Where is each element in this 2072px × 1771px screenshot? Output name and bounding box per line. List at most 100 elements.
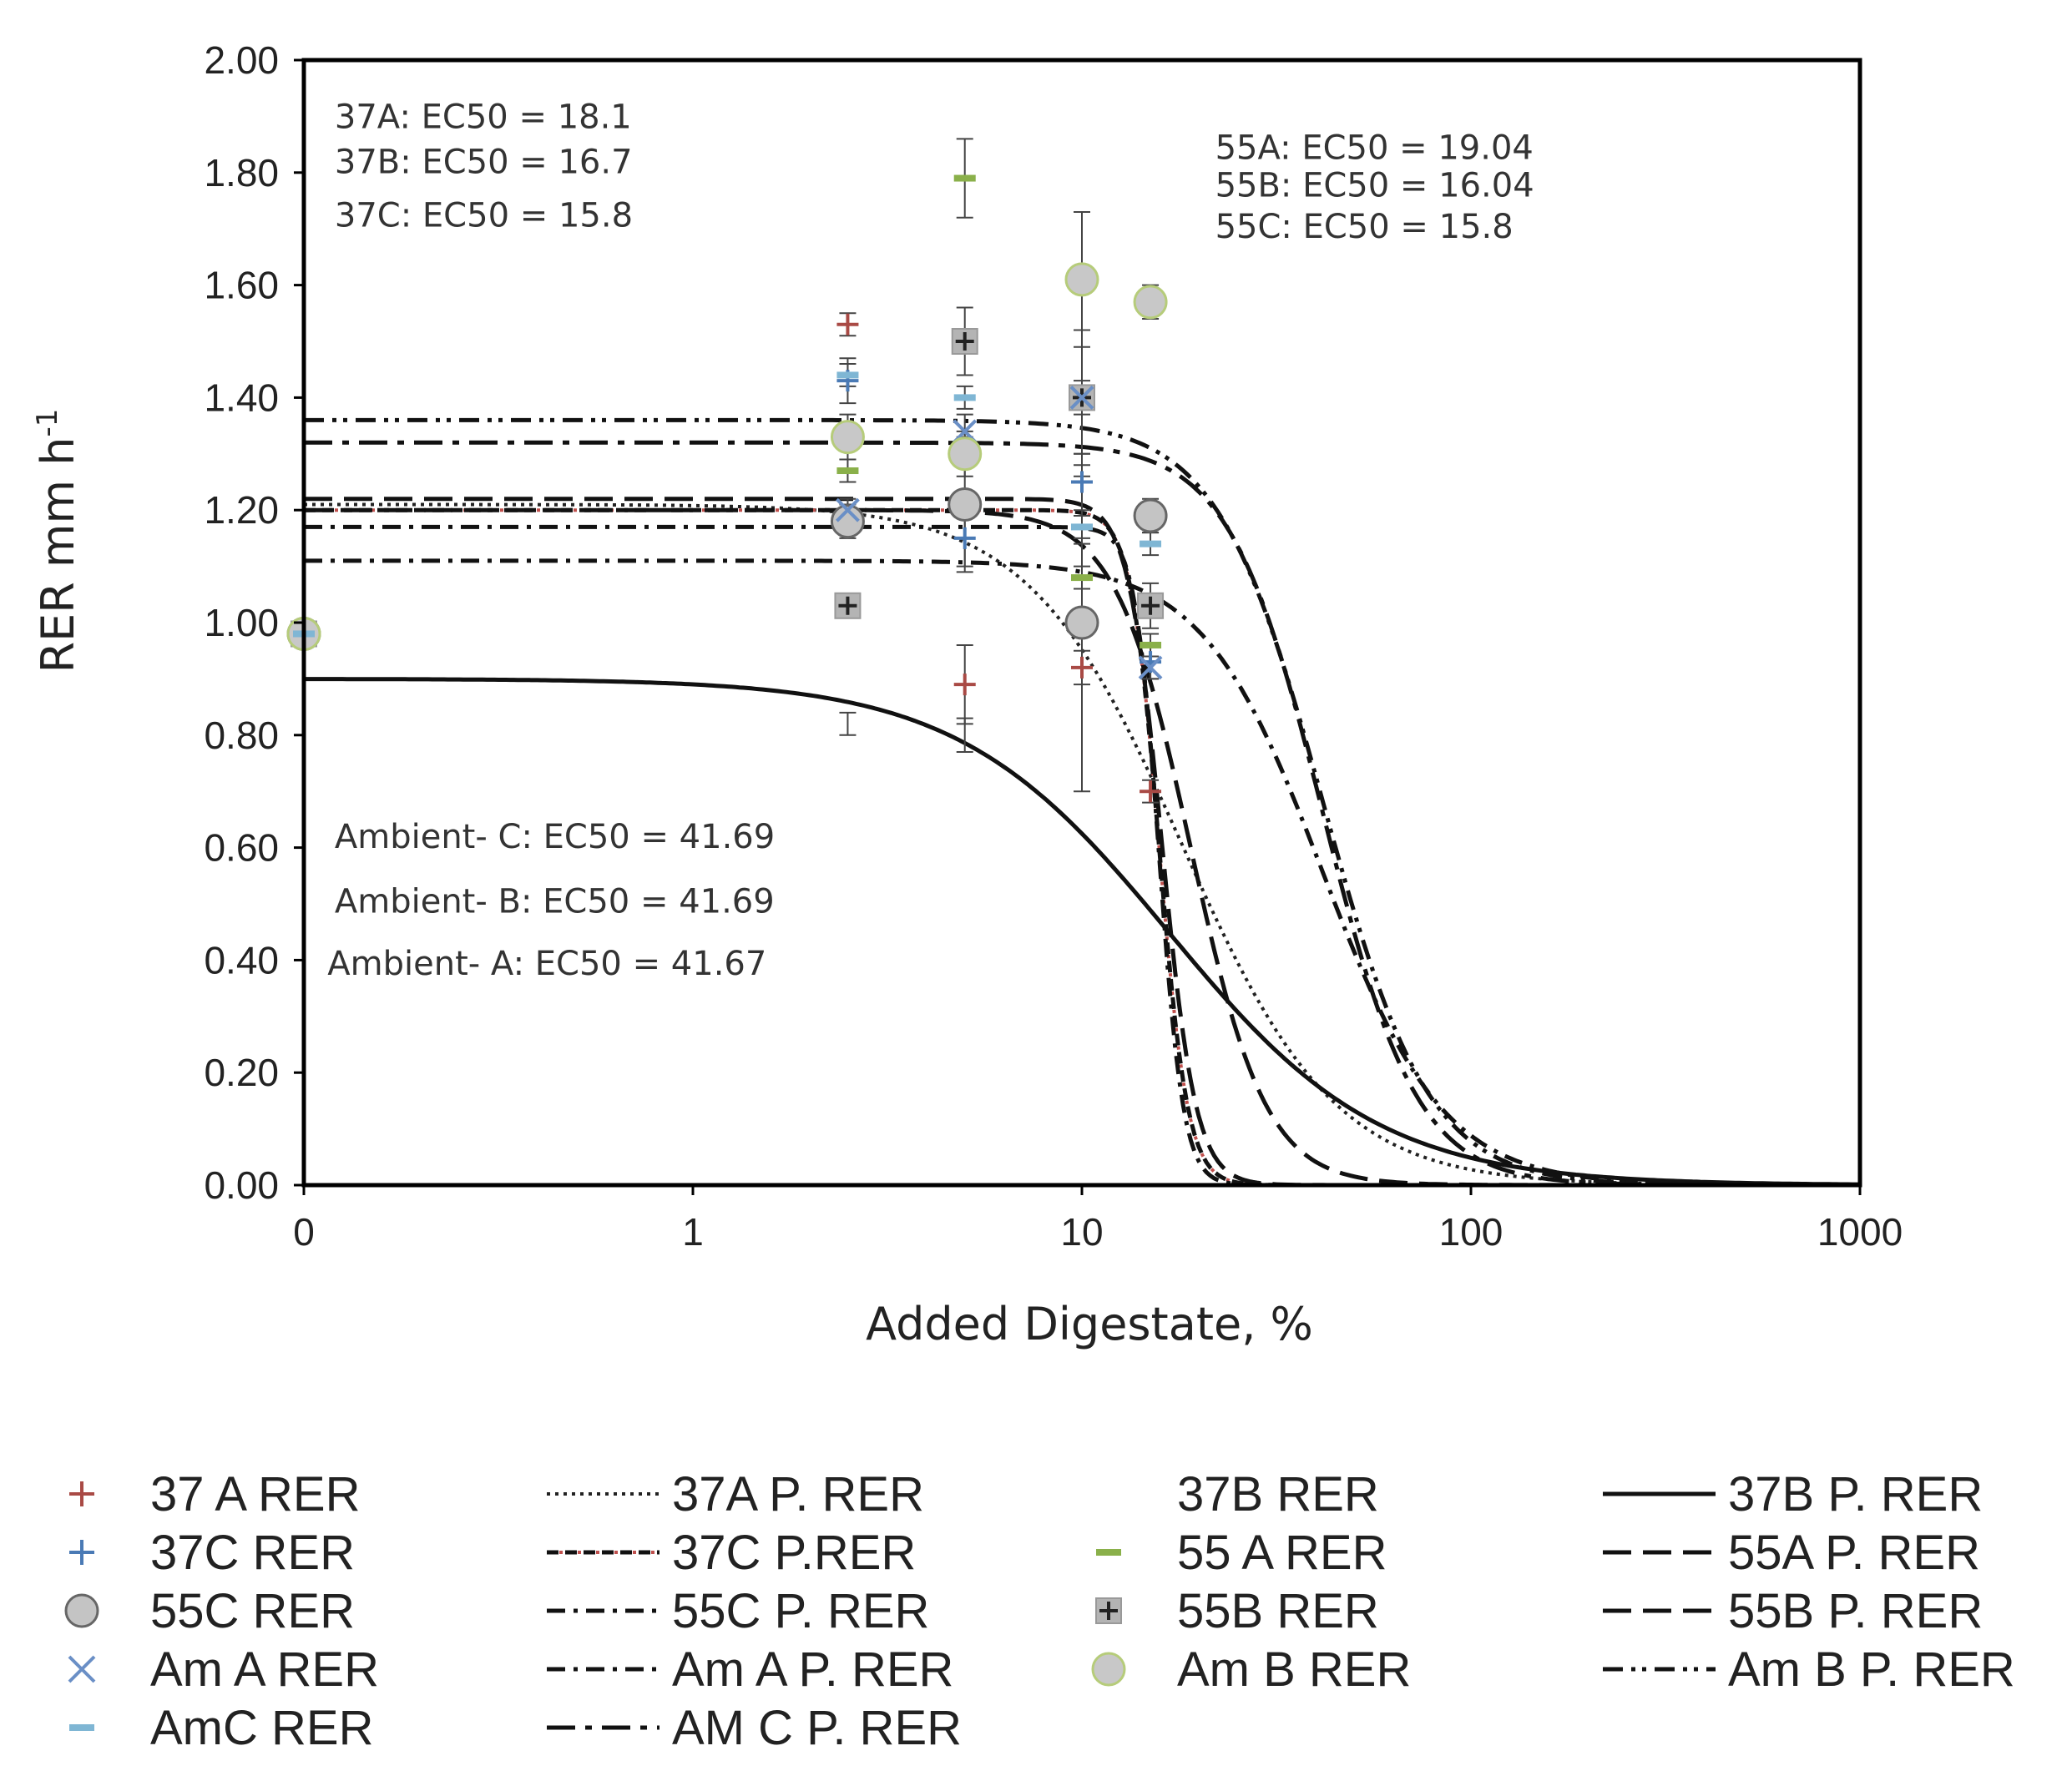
legend-item-55c-rer-label: 55C RER bbox=[150, 1584, 355, 1638]
annotation-3: 55A: EC50 = 19.04 bbox=[1215, 129, 1534, 167]
legend: 37 A RER 37A P. RER 37B RER 37B P. RER 37C R… bbox=[64, 1467, 2015, 1755]
y-tick-label-1-00: 1.00 bbox=[204, 601, 279, 644]
y-tick-label-0-40: 0.40 bbox=[204, 938, 279, 981]
y-tick-label-0-80: 0.80 bbox=[204, 714, 279, 757]
legend-item-55a-p-rer: 55A P. RER bbox=[1603, 1526, 1980, 1580]
y-tick-label-0-60: 0.60 bbox=[204, 826, 279, 870]
error-bar-37b-rer-0 bbox=[839, 711, 857, 736]
legend-item-55c-p-rer-label: 55C P. RER bbox=[672, 1584, 929, 1638]
point-55c-rer-1 bbox=[830, 504, 865, 539]
point-amc-rer-3 bbox=[1071, 523, 1093, 531]
y-axis-title: RER mm h-1 bbox=[31, 409, 84, 674]
legend-item-55-a-rer: 55 A RER bbox=[1096, 1526, 1387, 1580]
y-axis-title-main: RER mm h bbox=[32, 436, 84, 673]
ec50-annotations: 37A: EC50 = 18.1 37B: EC50 = 16.7 37C: EC5… bbox=[327, 98, 1534, 982]
point-55-a-rer-3 bbox=[1071, 574, 1093, 582]
legend-item-55b-rer-symbol bbox=[1095, 1597, 1122, 1624]
point-am-b-rer-1 bbox=[830, 420, 865, 455]
point-37-a-rer-4 bbox=[1140, 780, 1162, 803]
curve-37b-p-rer bbox=[304, 677, 1860, 1187]
point-55c-rer-3 bbox=[1064, 605, 1099, 640]
annotation-5: 55C: EC50 = 15.8 bbox=[1215, 208, 1514, 246]
point-55b-rer-4 bbox=[1137, 592, 1165, 619]
legend-item-am-c-p-rer-label: AM C P. RER bbox=[672, 1701, 962, 1755]
legend-item-37-a-rer: 37 A RER bbox=[69, 1467, 360, 1521]
legend-item-37a-p-rer-label: 37A P. RER bbox=[672, 1467, 924, 1521]
legend-item-55b-rer-symbol-cross bbox=[1099, 1602, 1118, 1620]
y-tick-label-0-00: 0.00 bbox=[204, 1163, 279, 1207]
point-am-b-rer-3 bbox=[1064, 262, 1099, 297]
legend-item-37c-rer-symbol bbox=[69, 1540, 94, 1565]
point-am-a-rer-3 bbox=[1069, 385, 1094, 410]
x-tick-label-0: 0 bbox=[293, 1210, 315, 1254]
legend-item-am-c-p-rer: AM C P. RER bbox=[547, 1701, 962, 1755]
point-amc-rer-1 bbox=[836, 371, 859, 379]
legend-item-55a-p-rer-label: 55A P. RER bbox=[1728, 1526, 1980, 1580]
error-bar-37b-rer-1 bbox=[956, 717, 973, 754]
legend-item-amc-rer: AmC RER bbox=[69, 1701, 373, 1755]
point-55-a-rer-4 bbox=[1140, 641, 1162, 648]
point-amc-rer-2 bbox=[953, 394, 976, 401]
legend-item-37a-p-rer: 37A P. RER bbox=[547, 1467, 924, 1521]
y-axis-title-superscript: -1 bbox=[31, 409, 64, 437]
annotation-0: 37A: EC50 = 18.1 bbox=[335, 98, 632, 136]
legend-item-am-a-p-rer: Am A P. RER bbox=[547, 1642, 953, 1697]
curve-37a-p-rer bbox=[304, 502, 1860, 1187]
legend-item-37b-p-rer: 37B P. RER bbox=[1603, 1467, 1983, 1521]
point-55b-rer-2-cross bbox=[955, 332, 974, 351]
point-37-a-rer-1 bbox=[836, 313, 859, 336]
annotation-6: Ambient- C: EC50 = 41.69 bbox=[335, 818, 775, 856]
point-55b-rer-1 bbox=[834, 592, 862, 619]
legend-item-amc-rer-label: AmC RER bbox=[150, 1701, 373, 1755]
y-tick-label-1-20: 1.20 bbox=[204, 488, 279, 532]
x-axis-title: Added Digestate, % bbox=[866, 1298, 1313, 1350]
legend-item-37b-p-rer-label: 37B P. RER bbox=[1728, 1467, 1983, 1521]
point-37-a-rer-2 bbox=[953, 674, 976, 696]
x-tick-label-10: 10 bbox=[1060, 1210, 1103, 1254]
annotation-7: Ambient- B: EC50 = 41.69 bbox=[335, 883, 775, 921]
legend-item-55c-p-rer: 55C P. RER bbox=[547, 1584, 929, 1638]
legend-item-am-a-rer-symbol bbox=[68, 1655, 96, 1683]
legend-item-37c-p-rer: 37C P.RER bbox=[547, 1526, 916, 1580]
point-55c-rer-4 bbox=[1133, 498, 1168, 533]
legend-item-37-a-rer-symbol bbox=[69, 1481, 94, 1506]
legend-item-55c-rer-symbol bbox=[64, 1593, 99, 1628]
point-am-a-rer-4 bbox=[1138, 655, 1163, 680]
y-tick-label-0-20: 0.20 bbox=[204, 1051, 279, 1094]
legend-item-am-a-p-rer-label: Am A P. RER bbox=[672, 1642, 953, 1697]
legend-item-37c-p-rer-label: 37C P.RER bbox=[672, 1526, 916, 1580]
legend-item-am-a-rer-label: Am A RER bbox=[150, 1642, 379, 1697]
point-37c-rer-2 bbox=[953, 527, 976, 549]
point-am-b-rer-4 bbox=[1133, 285, 1168, 320]
annotation-2: 37C: EC50 = 15.8 bbox=[335, 196, 633, 235]
point-55b-rer-4-cross bbox=[1141, 596, 1160, 615]
legend-item-am-b-p-rer: Am B P. RER bbox=[1603, 1642, 2015, 1697]
point-amc-rer-4 bbox=[1140, 540, 1162, 547]
annotation-1: 37B: EC50 = 16.7 bbox=[335, 143, 633, 181]
y-tick-label-1-60: 1.60 bbox=[204, 264, 279, 307]
legend-item-37-a-rer-label: 37 A RER bbox=[150, 1467, 360, 1521]
annotation-4: 55B: EC50 = 16.04 bbox=[1215, 167, 1534, 205]
legend-item-55-a-rer-label: 55 A RER bbox=[1177, 1526, 1387, 1580]
legend-item-55-a-rer-symbol bbox=[1096, 1549, 1121, 1556]
legend-item-55b-rer-label: 55B RER bbox=[1177, 1584, 1379, 1638]
legend-item-55b-p-rer-label: 55B P. RER bbox=[1728, 1584, 1983, 1638]
y-tick-label-1-40: 1.40 bbox=[204, 376, 279, 419]
point-am-a-rer-1 bbox=[836, 497, 860, 522]
y-axis-ticks: 0.00 0.20 0.40 0.60 0.80 1.00 1.20 1.40 1.60 1.80… bbox=[204, 38, 304, 1207]
legend-item-37b-rer-label: 37B RER bbox=[1177, 1467, 1379, 1521]
legend-item-37c-rer-label: 37C RER bbox=[150, 1526, 355, 1580]
legend-item-am-b-rer-symbol bbox=[1091, 1652, 1126, 1687]
legend-item-am-a-rer: Am A RER bbox=[68, 1642, 379, 1697]
y-tick-label-2-00: 2.00 bbox=[204, 38, 279, 82]
legend-item-amc-rer-symbol bbox=[69, 1724, 94, 1731]
legend-item-37c-rer: 37C RER bbox=[69, 1526, 355, 1580]
y-tick-label-1-80: 1.80 bbox=[204, 151, 279, 194]
point-37-a-rer-3 bbox=[1071, 656, 1093, 679]
x-tick-label-1000: 1000 bbox=[1817, 1210, 1903, 1254]
point-55-a-rer-2 bbox=[953, 174, 976, 182]
data-points bbox=[286, 174, 1168, 803]
legend-item-55b-rer: 55B RER bbox=[1095, 1584, 1379, 1638]
point-37c-rer-3 bbox=[1071, 471, 1093, 493]
